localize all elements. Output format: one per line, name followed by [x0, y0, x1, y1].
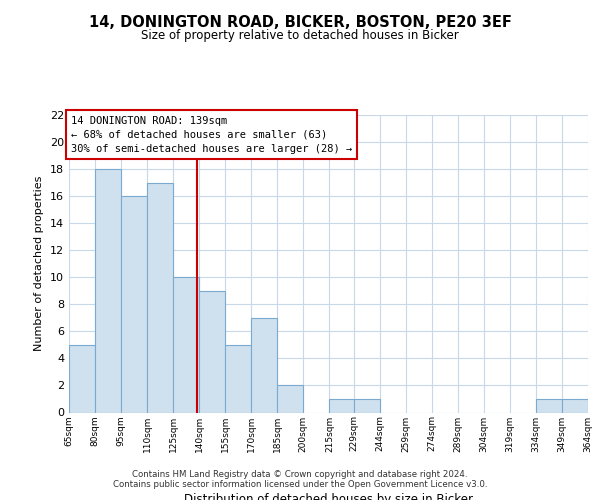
X-axis label: Distribution of detached houses by size in Bicker: Distribution of detached houses by size …: [184, 494, 473, 500]
Bar: [536, 399, 562, 412]
Bar: [199, 291, 225, 412]
Text: Size of property relative to detached houses in Bicker: Size of property relative to detached ho…: [141, 29, 459, 42]
Bar: [147, 182, 173, 412]
Bar: [225, 345, 251, 412]
Y-axis label: Number of detached properties: Number of detached properties: [34, 176, 44, 352]
Text: 14, DONINGTON ROAD, BICKER, BOSTON, PE20 3EF: 14, DONINGTON ROAD, BICKER, BOSTON, PE20…: [89, 15, 511, 30]
Bar: [562, 399, 588, 412]
Text: 14 DONINGTON ROAD: 139sqm
← 68% of detached houses are smaller (63)
30% of semi-: 14 DONINGTON ROAD: 139sqm ← 68% of detac…: [71, 116, 352, 154]
Bar: [69, 345, 95, 412]
Text: Contains HM Land Registry data © Crown copyright and database right 2024.: Contains HM Land Registry data © Crown c…: [132, 470, 468, 479]
Bar: [121, 196, 147, 412]
Bar: [353, 399, 380, 412]
Bar: [329, 399, 353, 412]
Bar: [277, 386, 304, 412]
Bar: [95, 169, 121, 412]
Text: Contains public sector information licensed under the Open Government Licence v3: Contains public sector information licen…: [113, 480, 487, 489]
Bar: [251, 318, 277, 412]
Bar: [173, 278, 199, 412]
